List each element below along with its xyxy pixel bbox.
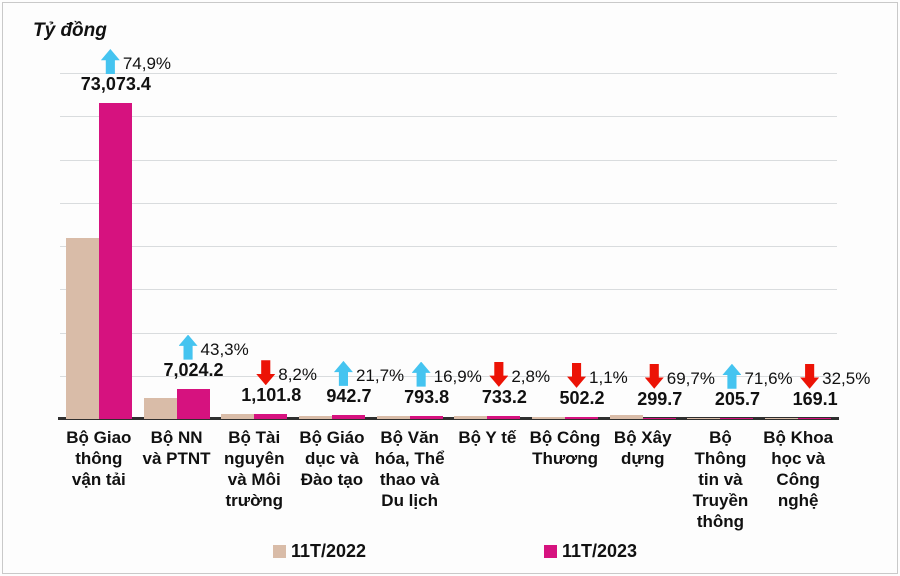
value-label: 205.7 [714, 388, 760, 409]
trend-up-arrow-icon [333, 360, 353, 386]
trend-down-arrow-icon [489, 361, 509, 387]
pct-change-label: 69,7% [666, 368, 715, 388]
pct-change-label: 32,5% [822, 368, 871, 388]
bar-11t2022 [765, 417, 799, 419]
pct-change-label: 1,1% [589, 367, 628, 387]
bar-11t2023 [331, 414, 365, 419]
category-label: Bộ Giáo dục và Đào tạo [299, 428, 365, 489]
value-label: 793.8 [404, 386, 450, 407]
gridline [60, 159, 837, 161]
legend-swatch-2023-icon [544, 545, 557, 558]
value-label: 502.2 [559, 387, 605, 408]
bar-11t2022 [532, 416, 566, 419]
pct-change-label: 8,2% [278, 365, 317, 385]
pct-change-label: 43,3% [200, 339, 249, 359]
trend-up-arrow-icon [100, 48, 120, 74]
pct-change-label: 74,9% [122, 53, 172, 73]
category-label: Bộ Thông tin và Truyền thông [692, 428, 749, 531]
bar-11t2023 [176, 388, 210, 419]
gridline [60, 375, 837, 377]
pct-change-label: 2,8% [511, 366, 551, 386]
trend-down-arrow-icon [256, 360, 276, 386]
bar-11t2023 [487, 415, 521, 419]
pct-change-label: 21,7% [355, 365, 405, 385]
legend-label-2022: 11T/2022 [291, 541, 367, 561]
gridline [60, 73, 837, 74]
bar-11t2022 [609, 414, 643, 419]
bar-11t2022 [376, 416, 410, 419]
bar-11t2023 [409, 415, 443, 419]
pct-change-label: 71,6% [744, 368, 793, 388]
y-axis-unit-label: Tỷ đồng [33, 20, 107, 41]
trend-up-arrow-icon [178, 334, 198, 360]
gridline [60, 116, 837, 118]
value-label: 733.2 [481, 386, 527, 407]
bar-11t2023 [565, 416, 599, 419]
bar-11t2022 [65, 238, 99, 419]
value-label: 169.1 [792, 388, 838, 409]
value-label: 1,101.8 [241, 385, 302, 406]
legend-item-11t2022: 11T/2022 [273, 541, 366, 562]
bar-11t2022 [298, 415, 332, 419]
legend-swatch-2022-icon [273, 545, 286, 558]
legend-label-2023: 11T/2023 [562, 541, 638, 561]
category-label: Bộ Khoa học và Công nghệ [763, 428, 834, 510]
category-label: Bộ Văn hóa, Thể thao và Du lịch [374, 428, 445, 510]
bar-11t2022 [454, 415, 488, 419]
value-label: 73,073.4 [80, 73, 151, 94]
trend-up-arrow-icon [411, 361, 431, 387]
bar-11t2023 [642, 417, 676, 419]
bar-11t2023 [254, 414, 288, 419]
category-label: Bộ Công Thương [529, 428, 601, 468]
bar-11t2023 [98, 102, 132, 419]
bar-11t2023 [798, 417, 832, 419]
value-label: 942.7 [326, 385, 372, 406]
category-label: Bộ Xây dựng [613, 428, 672, 468]
x-axis-line [58, 417, 839, 420]
gridline [60, 246, 837, 247]
value-label: 7,024.2 [163, 359, 224, 380]
bar-11t2022 [687, 417, 721, 419]
gridline [60, 332, 837, 334]
pct-change-label: 16,9% [433, 366, 482, 386]
category-label: Bộ Y tế [458, 428, 517, 447]
bar-11t2022 [143, 397, 177, 419]
category-label: Bộ Tài nguyên và Môi trường [224, 428, 285, 510]
bar-11t2023 [720, 417, 754, 419]
gridline [60, 289, 837, 291]
bar-11t2022 [221, 413, 255, 419]
category-label: Bộ NN và PTNT [142, 428, 211, 468]
legend-item-11t2023: 11T/2023 [544, 541, 637, 562]
value-label: 299.7 [637, 388, 683, 409]
gridline [60, 202, 837, 204]
category-label: Bộ Giao thông vận tải [66, 428, 132, 489]
